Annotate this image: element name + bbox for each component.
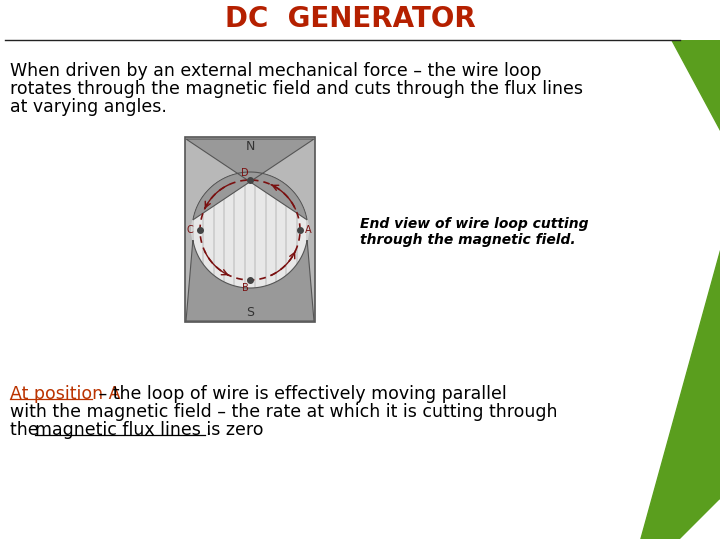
Text: N: N [246, 140, 255, 153]
Text: When driven by an external mechanical force – the wire loop: When driven by an external mechanical fo… [10, 62, 541, 80]
Text: with the magnetic field – the rate at which it is cutting through: with the magnetic field – the rate at wh… [10, 403, 557, 421]
Text: S: S [246, 307, 254, 320]
Polygon shape [640, 250, 720, 540]
Text: .: . [205, 421, 211, 439]
Text: rotates through the magnetic field and cuts through the flux lines: rotates through the magnetic field and c… [10, 80, 583, 98]
Polygon shape [470, 500, 720, 540]
Polygon shape [186, 240, 314, 321]
Text: magnetic flux lines is zero: magnetic flux lines is zero [35, 421, 264, 439]
Text: D: D [241, 168, 249, 178]
Text: the: the [10, 421, 44, 439]
Text: through the magnetic field.: through the magnetic field. [360, 233, 575, 247]
Polygon shape [186, 139, 314, 220]
Polygon shape [650, 0, 720, 130]
Text: – the loop of wire is effectively moving parallel: – the loop of wire is effectively moving… [93, 385, 507, 403]
Polygon shape [580, 0, 720, 110]
Text: at varying angles.: at varying angles. [10, 98, 167, 116]
Text: DC  GENERATOR: DC GENERATOR [225, 5, 475, 33]
Text: C: C [186, 225, 194, 235]
Text: A: A [305, 225, 311, 235]
FancyBboxPatch shape [0, 0, 720, 40]
Circle shape [192, 172, 308, 288]
Text: B: B [242, 283, 248, 293]
Text: End view of wire loop cutting: End view of wire loop cutting [360, 217, 588, 231]
Text: At position A: At position A [10, 385, 120, 403]
Polygon shape [560, 310, 720, 540]
FancyBboxPatch shape [185, 137, 315, 322]
